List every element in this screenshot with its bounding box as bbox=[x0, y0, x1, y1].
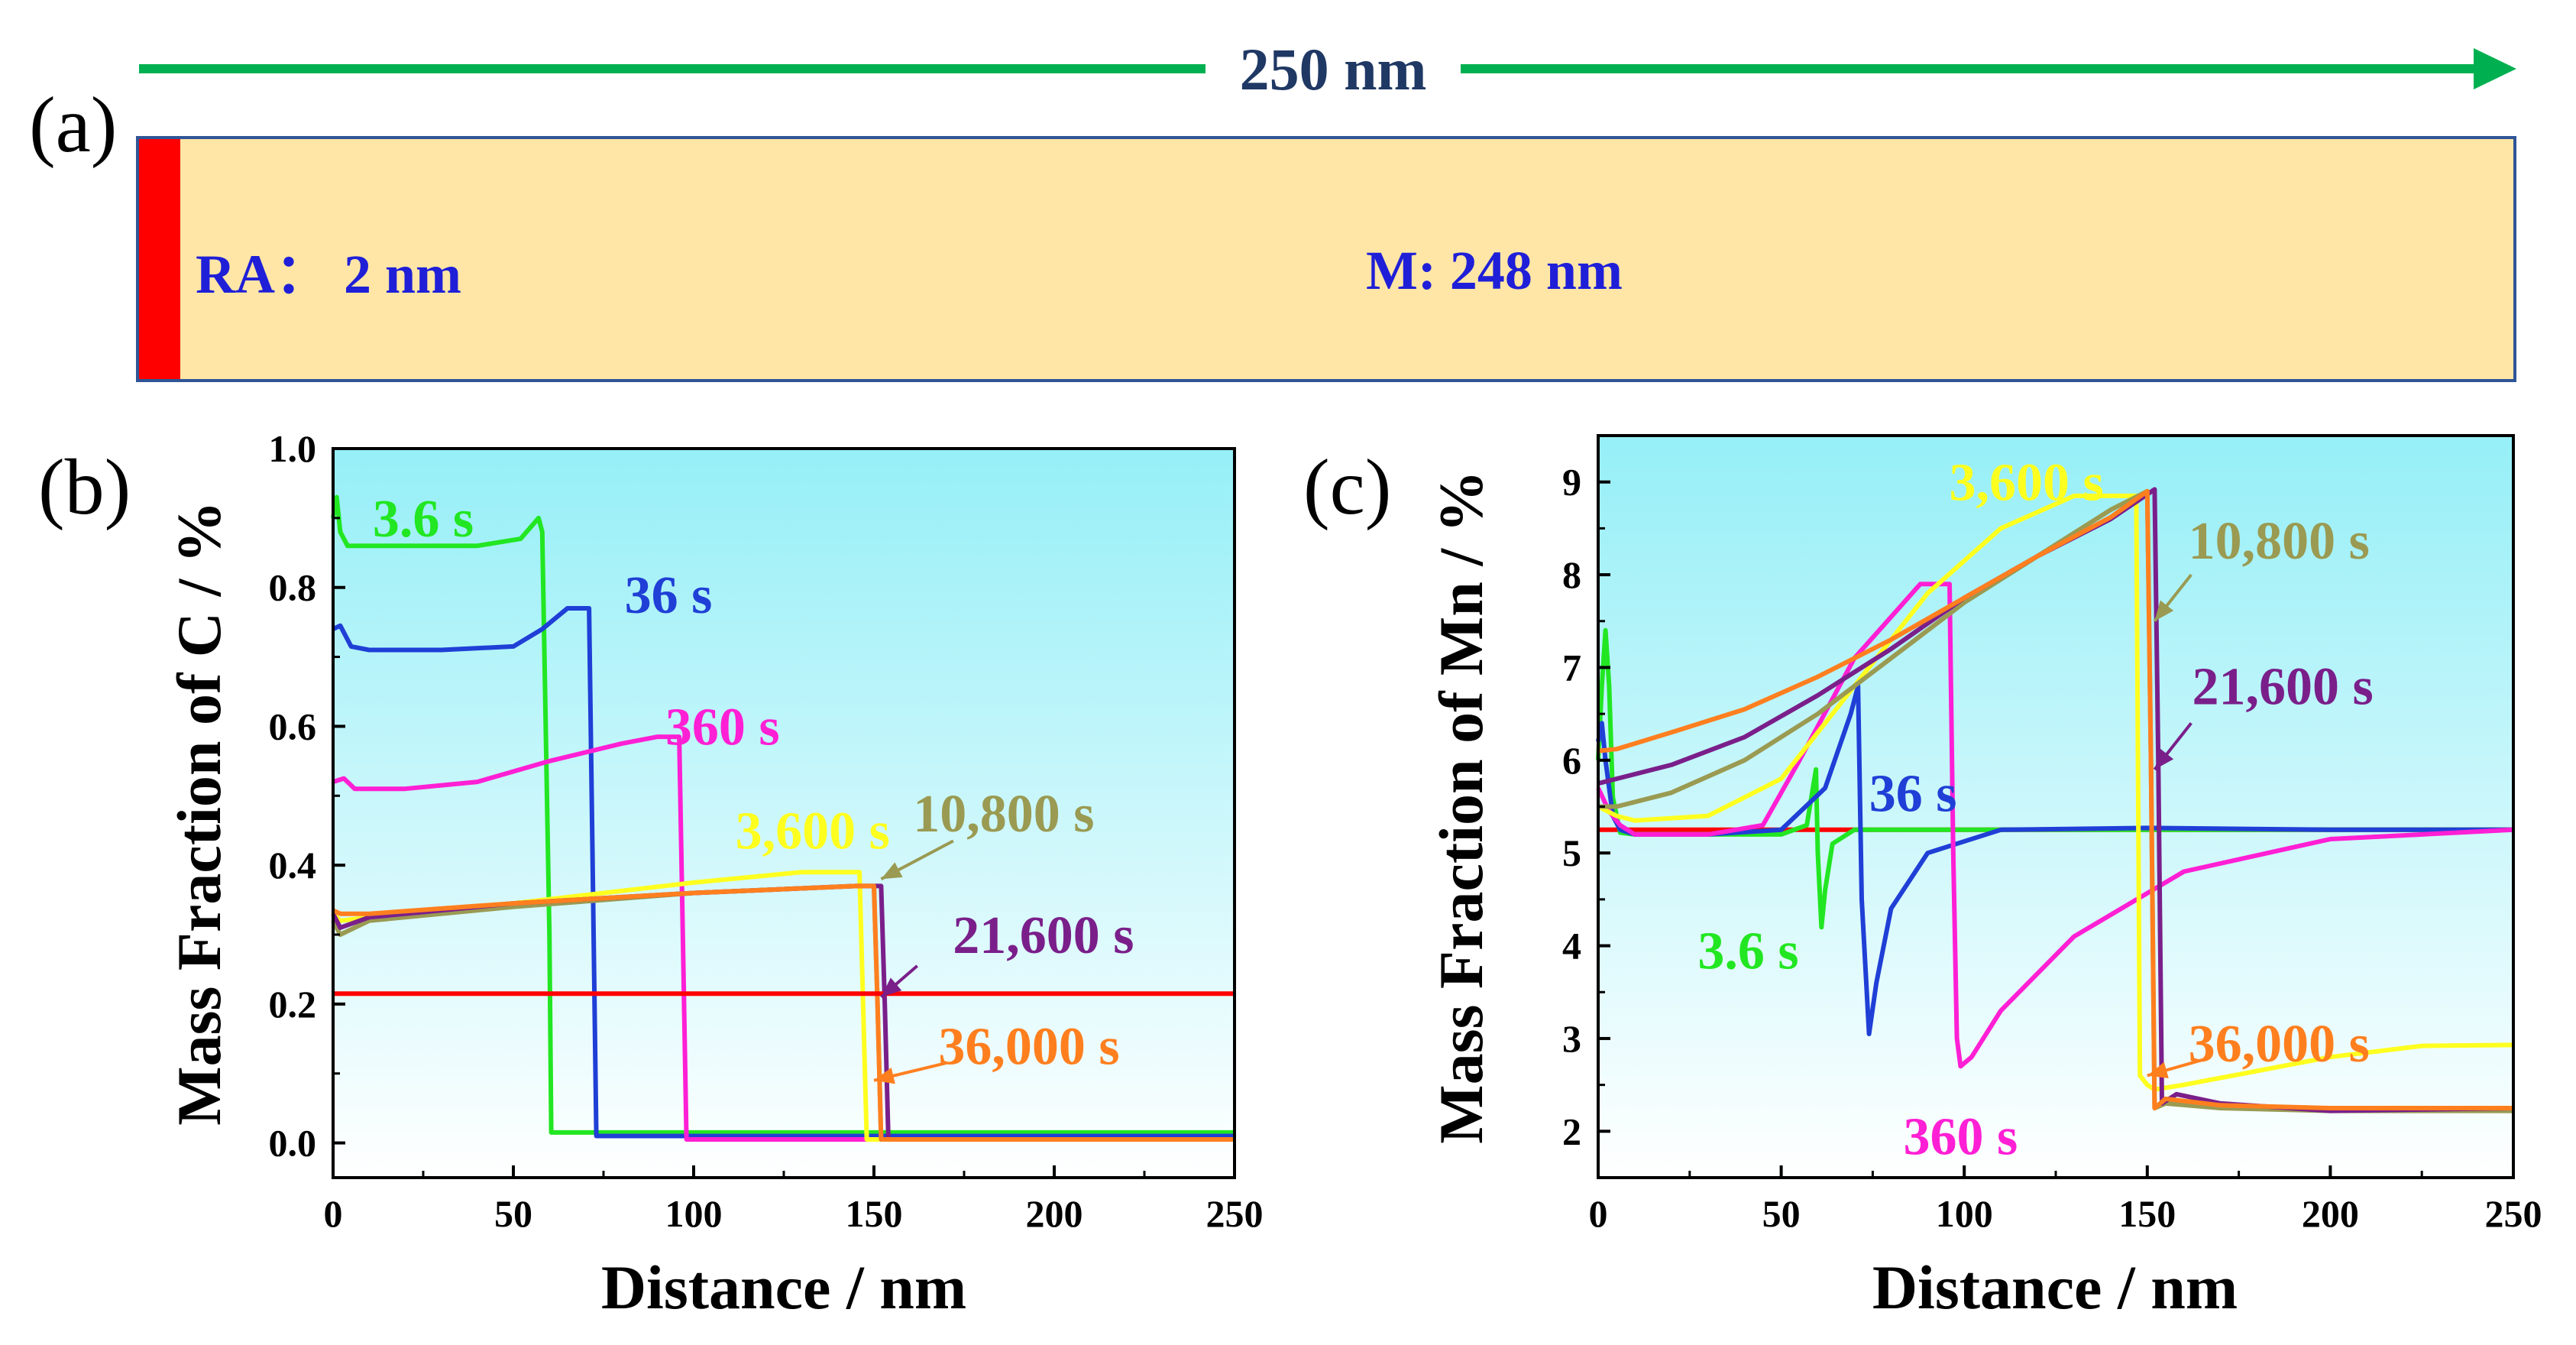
chart-c-ytick-label: 9 bbox=[1562, 461, 1581, 504]
chart-b-series-label: 36 s bbox=[625, 566, 713, 625]
chart-c-xtick-label: 100 bbox=[1936, 1192, 1993, 1235]
chart-c-series-label: 21,600 s bbox=[2192, 658, 2373, 717]
chart-b-xtick-label: 0 bbox=[324, 1192, 343, 1235]
total-arrow-head bbox=[2474, 48, 2516, 89]
chart-c-ytick-label: 7 bbox=[1562, 646, 1581, 689]
chart-b-pointer-head bbox=[874, 1068, 895, 1084]
ra-label: RA： 2 nm bbox=[196, 244, 461, 305]
chart-b-ylabel: Mass Fraction of C / % bbox=[164, 501, 234, 1126]
chart-b-series-label: 3.6 s bbox=[373, 490, 474, 549]
chart-c-series-label: 360 s bbox=[1904, 1107, 2018, 1166]
chart-c-xlabel: Distance / nm bbox=[1872, 1253, 2238, 1322]
chart-b-ytick-label: 0.4 bbox=[269, 844, 317, 886]
chart-b-annotations: 3.6 s 36 s 360 s 3,600 s 10,800 s 21,600 s 36,… bbox=[373, 490, 1134, 1084]
chart-c-series-label: 36 s bbox=[1869, 764, 1957, 823]
panel-b: (b) 0 50 100 150 200 250 0.0 0.2 0.4 0.6 0.8 1.0 3.… bbox=[38, 427, 1264, 1322]
chart-c-xtick-label: 200 bbox=[2302, 1192, 2359, 1235]
panel-c-label: (c) bbox=[1303, 443, 1391, 531]
chart-b-xtick-label: 250 bbox=[1206, 1192, 1264, 1235]
chart-c-series-label: 3,600 s bbox=[1950, 454, 2104, 513]
chart-b-axes: 0 50 100 150 200 250 0.0 0.2 0.4 0.6 0.8 1.0 bbox=[269, 427, 1264, 1235]
chart-b-pointer-head bbox=[881, 977, 902, 997]
chart-b-xtick-label: 150 bbox=[846, 1192, 903, 1235]
chart-b-xtick-label: 100 bbox=[665, 1192, 723, 1235]
m-label: M: 248 nm bbox=[1366, 240, 1623, 301]
chart-b-xtick-label: 200 bbox=[1026, 1192, 1083, 1235]
chart-b-series-3-600-s bbox=[331, 870, 1235, 1142]
chart-c-pointer-head bbox=[2154, 748, 2174, 770]
chart-b-ytick-label: 1.0 bbox=[269, 427, 317, 470]
chart-b-plot-area bbox=[333, 449, 1235, 1178]
chart-b-pointer-head bbox=[881, 862, 903, 880]
chart-c-ytick-label: 4 bbox=[1562, 925, 1581, 967]
chart-c-ylabel: Mass Fraction of Mn / % bbox=[1426, 470, 1496, 1143]
chart-b-series-label: 10,800 s bbox=[913, 785, 1094, 844]
chart-b-series-3-6-s bbox=[331, 494, 1235, 1135]
chart-c-ytick-label: 5 bbox=[1562, 831, 1581, 874]
chart-c-series-10-800-s bbox=[1598, 488, 2513, 1113]
retained-austenite-layer bbox=[139, 139, 180, 379]
chart-b-xlabel: Distance / nm bbox=[601, 1253, 966, 1322]
chart-c-ytick-label: 3 bbox=[1562, 1017, 1581, 1060]
chart-b-ytick-label: 0.8 bbox=[269, 566, 317, 609]
chart-c-series-3-600-s bbox=[1597, 493, 2514, 1092]
chart-b-xtick-label: 50 bbox=[494, 1192, 532, 1235]
panel-b-label: (b) bbox=[38, 443, 131, 531]
chart-b-series-label: 3,600 s bbox=[736, 802, 890, 861]
chart-b-series-36-000-s bbox=[332, 883, 1235, 1142]
chart-c-series-label: 3.6 s bbox=[1697, 922, 1798, 981]
chart-b-series-label: 36,000 s bbox=[938, 1017, 1119, 1076]
chart-b-ytick-label: 0.6 bbox=[269, 705, 317, 747]
chart-c-series-3-6-s bbox=[1596, 627, 2513, 930]
chart-c-pointer-head bbox=[2147, 1061, 2169, 1078]
chart-b-marks bbox=[331, 494, 1235, 1142]
chart-b-ytick-label: 0.0 bbox=[269, 1122, 317, 1165]
panel-a-label: (a) bbox=[29, 81, 117, 169]
chart-c-xtick-label: 0 bbox=[1589, 1192, 1608, 1235]
panel-c: (c) 0 50 100 150 200 250 2 3 4 5 6 7 8 9 3,600 s 10,80… bbox=[1303, 434, 2542, 1322]
chart-b-series-360-s bbox=[332, 734, 1235, 1142]
chart-b-series-label: 21,600 s bbox=[953, 906, 1134, 965]
martensite-layer bbox=[136, 136, 2516, 382]
chart-c-marks bbox=[1596, 487, 2514, 1113]
chart-b-ytick-label: 0.2 bbox=[269, 983, 317, 1026]
chart-c-xtick-label: 50 bbox=[1762, 1192, 1801, 1235]
chart-b-series-label: 360 s bbox=[665, 698, 780, 757]
chart-c-series-label: 10,800 s bbox=[2189, 512, 2370, 571]
chart-c-xtick-label: 250 bbox=[2485, 1192, 2542, 1235]
panel-a: (a) 250 nm RA： 2 nm M: 248 nm bbox=[29, 36, 2516, 382]
total-length-label: 250 nm bbox=[1240, 36, 1427, 102]
chart-c-xtick-label: 150 bbox=[2118, 1192, 2176, 1235]
chart-c-series-label: 36,000 s bbox=[2189, 1015, 2370, 1074]
chart-c-series-360-s bbox=[1596, 582, 2514, 1069]
chart-c-ytick-label: 2 bbox=[1562, 1110, 1581, 1152]
chart-c-series-36-000-s bbox=[1597, 488, 2513, 1110]
chart-b-series-36-s bbox=[332, 606, 1235, 1139]
chart-c-ytick-label: 8 bbox=[1562, 553, 1581, 596]
chart-c-ytick-label: 6 bbox=[1562, 739, 1581, 782]
chart-c-axes: 0 50 100 150 200 250 2 3 4 5 6 7 8 9 bbox=[1562, 461, 2542, 1235]
chart-c-pointer-head bbox=[2154, 600, 2174, 621]
chart-c-annotations: 3,600 s 10,800 s 21,600 s 36 s 3.6 s 36,000 s… bbox=[1697, 454, 2373, 1167]
